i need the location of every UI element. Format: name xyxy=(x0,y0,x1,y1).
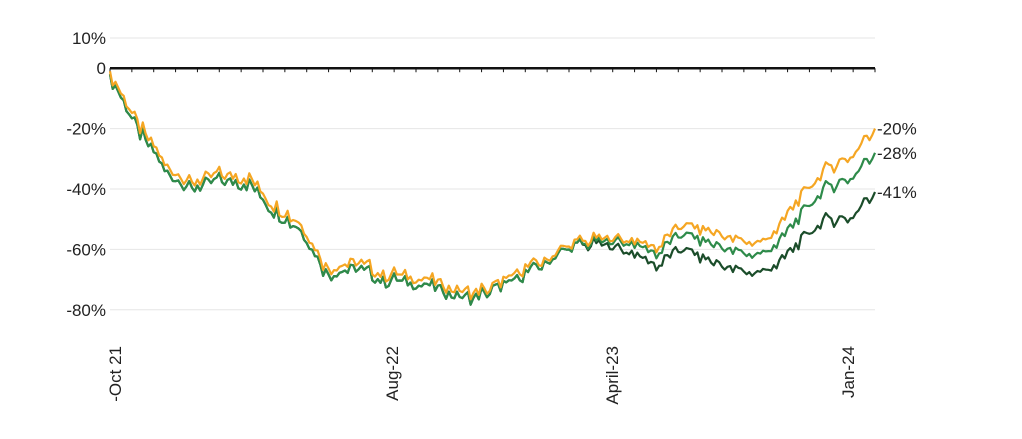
series-end-labels: -20% -28% -41% xyxy=(877,120,917,202)
gridlines xyxy=(109,37,876,311)
x-axis-tick-labels: -Oct 21 Aug-22 April-23 Jan-24 xyxy=(106,346,858,405)
y-tick-label: -60% xyxy=(66,240,106,259)
series-end-label: -28% xyxy=(877,144,917,163)
y-tick-label: -80% xyxy=(66,301,106,320)
y-tick-label: -40% xyxy=(66,180,106,199)
x-tick-label: April-23 xyxy=(603,346,622,405)
series-line xyxy=(108,70,877,301)
y-tick-label: 10% xyxy=(72,29,106,48)
x-tick-label: -Oct 21 xyxy=(106,346,125,402)
y-tick-label: -20% xyxy=(66,120,106,139)
x-tick-label: Aug-22 xyxy=(383,346,402,401)
x-tick-label: Jan-24 xyxy=(839,346,858,398)
y-axis-tick-labels: 10% 0 -20% -40% -60% -80% xyxy=(66,29,106,320)
series-end-label: -41% xyxy=(877,183,917,202)
y-tick-label: 0 xyxy=(97,59,106,78)
series-lines xyxy=(108,70,877,306)
series-end-label: -20% xyxy=(877,120,917,139)
